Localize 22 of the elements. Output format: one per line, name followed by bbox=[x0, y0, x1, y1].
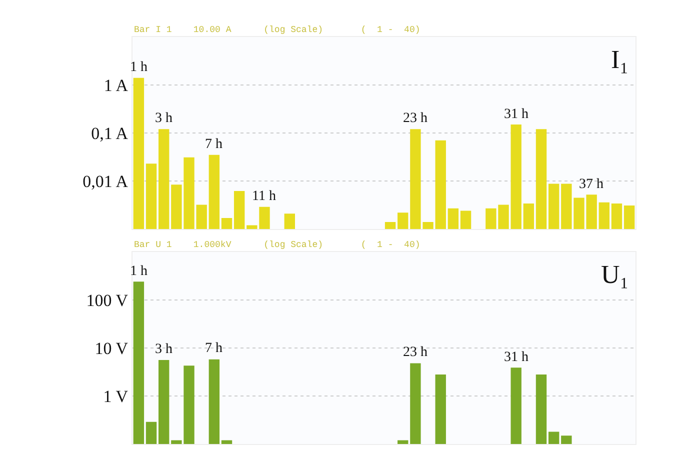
chart-subtitle: Bar U 1 1.000kV (log Scale) ( 1 - 40) bbox=[134, 240, 420, 250]
annotation: 37 h bbox=[579, 177, 604, 192]
y-tick-label: 0,01 A bbox=[82, 172, 129, 191]
y-tick-label: 1 V bbox=[103, 386, 129, 406]
y-tick-label: 10 V bbox=[94, 338, 129, 358]
annotation: 23 h bbox=[403, 345, 428, 360]
y-tick-label: 0,1 A bbox=[91, 124, 129, 143]
annotation: 23 h bbox=[403, 111, 428, 126]
annotation: 1 h bbox=[130, 264, 148, 279]
chart-title: I₁ bbox=[611, 45, 629, 74]
y-tick-label: 100 V bbox=[86, 290, 129, 310]
annotation: 7 h bbox=[205, 137, 222, 152]
annotation: 31 h bbox=[504, 107, 528, 122]
annotation: 11 h bbox=[252, 189, 276, 204]
annotation: 7 h bbox=[205, 341, 222, 356]
annotation: 31 h bbox=[504, 350, 528, 365]
chart-title: U₁ bbox=[601, 260, 629, 289]
annotation: 3 h bbox=[155, 111, 172, 126]
annotation: 3 h bbox=[155, 342, 172, 357]
y-tick-label: 1 A bbox=[104, 76, 129, 95]
annotation: 1 h bbox=[130, 60, 148, 75]
chart-subtitle: Bar I 1 10.00 A (log Scale) ( 1 - 40) bbox=[134, 25, 420, 35]
